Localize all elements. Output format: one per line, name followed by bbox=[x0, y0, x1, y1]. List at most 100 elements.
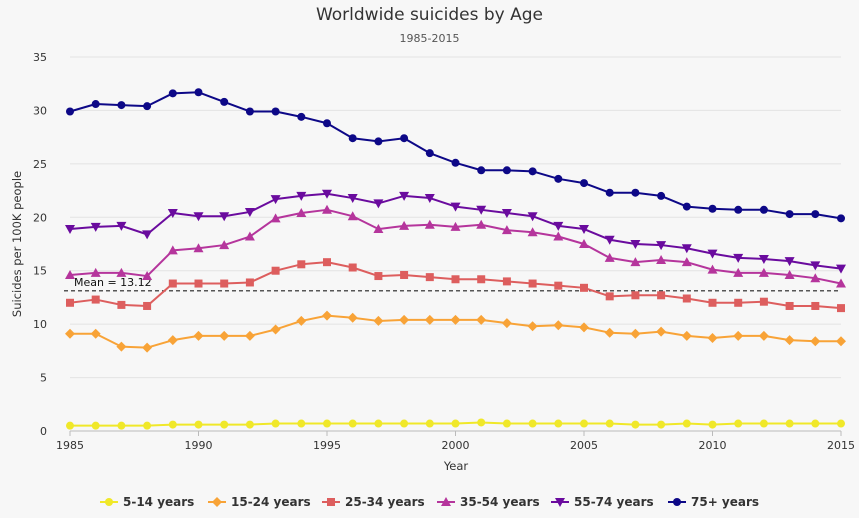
data-point bbox=[348, 419, 357, 428]
data-point bbox=[220, 420, 229, 429]
legend-label: 25-34 years bbox=[345, 495, 425, 509]
y-tick-label: 0 bbox=[40, 425, 47, 438]
x-tick-label: 2005 bbox=[570, 439, 598, 452]
data-point bbox=[373, 224, 384, 234]
legend-label: 55-74 years bbox=[574, 495, 654, 509]
data-point bbox=[759, 205, 768, 214]
data-point bbox=[91, 295, 100, 304]
data-point bbox=[142, 230, 153, 240]
data-point bbox=[605, 188, 614, 197]
data-point bbox=[244, 330, 255, 341]
data-point bbox=[682, 294, 691, 303]
data-point bbox=[477, 418, 486, 427]
data-point bbox=[631, 188, 640, 197]
legend-label: 35-54 years bbox=[460, 495, 540, 509]
data-point bbox=[836, 278, 846, 288]
data-point bbox=[116, 221, 127, 231]
data-point bbox=[733, 267, 744, 277]
legend-item[interactable]: 15-24 years bbox=[208, 495, 311, 509]
data-point bbox=[605, 419, 614, 428]
data-point bbox=[733, 253, 744, 263]
y-tick-label: 30 bbox=[33, 104, 47, 117]
data-point bbox=[708, 298, 717, 307]
data-point bbox=[322, 204, 332, 214]
data-point bbox=[837, 214, 845, 223]
data-point bbox=[374, 272, 383, 281]
data-point bbox=[682, 202, 691, 211]
data-point bbox=[400, 270, 409, 279]
data-point bbox=[374, 419, 383, 428]
data-point bbox=[554, 281, 563, 290]
data-point bbox=[271, 107, 280, 116]
data-point bbox=[708, 204, 717, 213]
data-point bbox=[733, 330, 744, 341]
data-point bbox=[579, 322, 589, 333]
data-point bbox=[271, 266, 280, 275]
data-point bbox=[270, 324, 281, 335]
data-point bbox=[682, 419, 691, 428]
legend-item[interactable]: 25-34 years bbox=[322, 495, 425, 509]
y-axis-label: Suicides per 100K people bbox=[10, 171, 24, 317]
data-point bbox=[758, 330, 769, 341]
data-point bbox=[66, 421, 74, 430]
data-point bbox=[220, 279, 229, 288]
data-point bbox=[323, 258, 331, 267]
data-point bbox=[681, 244, 692, 254]
data-point bbox=[117, 300, 126, 309]
data-point bbox=[477, 166, 486, 175]
data-point bbox=[502, 277, 511, 286]
legend-item[interactable]: 55-74 years bbox=[551, 495, 654, 509]
data-point bbox=[656, 241, 667, 251]
data-point bbox=[194, 88, 203, 97]
data-point bbox=[681, 257, 692, 267]
data-point bbox=[168, 279, 177, 288]
legend-label: 15-24 years bbox=[231, 495, 311, 509]
data-point bbox=[501, 225, 512, 235]
legend-marker bbox=[327, 498, 335, 506]
data-point bbox=[142, 342, 153, 353]
legend-label: 5-14 years bbox=[123, 495, 194, 509]
data-point bbox=[450, 314, 461, 325]
data-point bbox=[451, 275, 460, 284]
data-point bbox=[91, 100, 100, 109]
legend-item[interactable]: 35-54 years bbox=[437, 495, 540, 509]
data-point bbox=[348, 134, 357, 143]
series-line bbox=[69, 261, 842, 310]
series-line bbox=[69, 208, 842, 285]
data-point bbox=[657, 291, 666, 300]
data-point bbox=[322, 189, 332, 199]
legend-marker bbox=[105, 498, 113, 506]
data-point bbox=[580, 283, 588, 292]
data-point bbox=[476, 205, 487, 215]
data-point bbox=[707, 249, 718, 259]
y-tick-label: 25 bbox=[33, 158, 47, 171]
data-point bbox=[66, 298, 74, 307]
data-point bbox=[708, 420, 717, 429]
legend-item[interactable]: 75+ years bbox=[668, 495, 759, 509]
data-point bbox=[758, 254, 769, 264]
data-point bbox=[450, 221, 461, 231]
data-point bbox=[579, 239, 589, 248]
data-point bbox=[528, 419, 537, 428]
data-point bbox=[785, 419, 794, 428]
data-point bbox=[373, 199, 384, 209]
data-point bbox=[219, 330, 230, 341]
data-point bbox=[296, 208, 307, 218]
data-point bbox=[836, 336, 846, 347]
series bbox=[65, 88, 846, 430]
legend-item[interactable]: 5-14 years bbox=[100, 495, 194, 509]
data-point bbox=[347, 194, 358, 204]
data-point bbox=[194, 420, 203, 429]
data-point bbox=[90, 222, 101, 232]
data-point bbox=[399, 220, 410, 230]
series-2 bbox=[65, 310, 846, 353]
data-point bbox=[424, 194, 435, 204]
x-tick-label: 2010 bbox=[699, 439, 727, 452]
y-tick-label: 5 bbox=[40, 372, 47, 385]
x-tick-label: 1985 bbox=[56, 439, 84, 452]
data-point bbox=[245, 420, 254, 429]
legend-marker bbox=[441, 497, 451, 506]
y-tick-label: 15 bbox=[33, 265, 47, 278]
data-point bbox=[553, 231, 564, 241]
data-point bbox=[322, 310, 332, 321]
